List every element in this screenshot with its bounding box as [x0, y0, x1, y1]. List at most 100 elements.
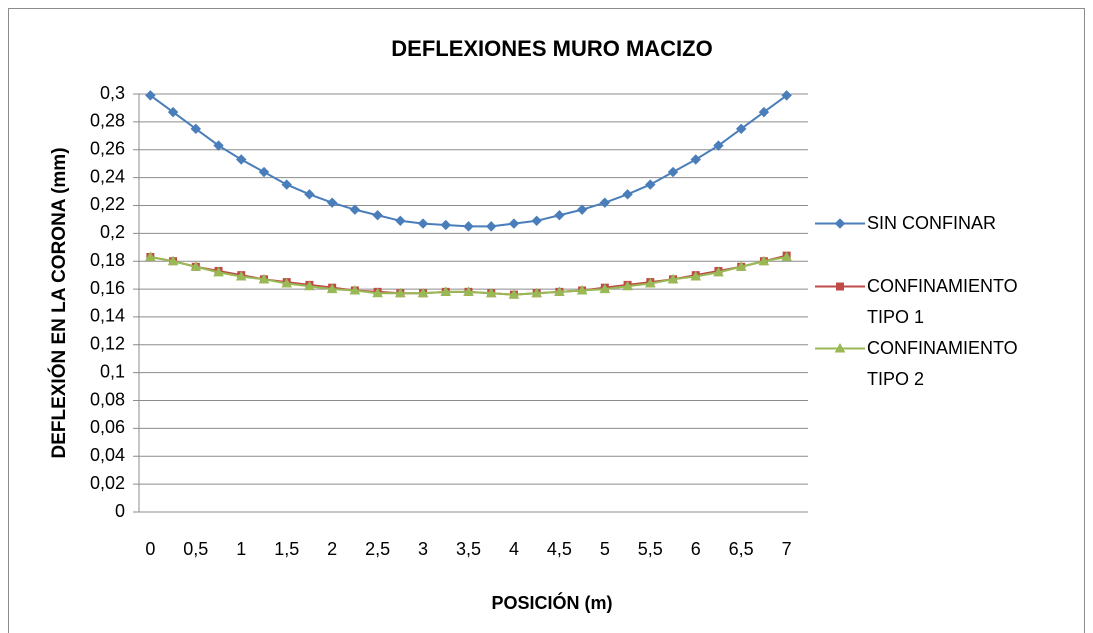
marker — [145, 90, 156, 101]
x-tick-label: 1,5 — [274, 539, 299, 559]
marker — [622, 189, 633, 200]
marker — [690, 154, 701, 165]
y-tick-label: 0,3 — [100, 83, 125, 103]
marker — [622, 280, 633, 291]
marker — [834, 342, 846, 353]
marker — [417, 287, 429, 298]
marker — [440, 219, 451, 231]
y-tick-label: 0,14 — [90, 306, 125, 326]
chart-frame — [8, 8, 1085, 633]
marker — [145, 251, 156, 262]
x-tick-label: 0,5 — [183, 539, 208, 559]
x-tick-label: 5 — [600, 539, 610, 559]
marker — [667, 166, 679, 178]
marker — [235, 271, 247, 281]
x-tick-label: 7 — [782, 539, 792, 559]
marker — [304, 189, 315, 200]
legend-symbol — [815, 342, 865, 353]
marker — [395, 215, 406, 227]
marker — [304, 280, 315, 291]
y-tick-label: 0,02 — [90, 473, 125, 493]
marker — [167, 106, 179, 118]
x-tick-label: 2,5 — [365, 539, 390, 559]
series-line — [149, 94, 788, 228]
x-tick-label: 5,5 — [638, 539, 663, 559]
legend-item: CONFINAMIENTO TIPO 1 — [815, 271, 1075, 333]
marker — [236, 154, 247, 165]
marker — [781, 90, 792, 101]
marker — [349, 204, 361, 215]
y-axis-label: DEFLEXIÓN EN LA CORONA (mm) — [48, 147, 70, 458]
marker — [417, 218, 429, 229]
marker — [508, 289, 520, 299]
x-tick-label: 6 — [691, 539, 701, 559]
x-tick-label: 1 — [236, 539, 246, 559]
x-tick-label: 2 — [327, 539, 337, 559]
marker — [645, 179, 656, 190]
x-tick-label: 0 — [145, 539, 155, 559]
marker — [690, 271, 702, 281]
marker — [644, 277, 656, 288]
marker — [372, 210, 383, 221]
marker — [554, 210, 565, 221]
legend-symbol — [815, 218, 865, 229]
marker — [834, 218, 846, 229]
legend-label: CONFINAMIENTO TIPO 1 — [867, 276, 1018, 327]
y-tick-label: 0,24 — [90, 166, 125, 186]
marker — [258, 166, 270, 178]
marker — [326, 197, 338, 208]
marker — [258, 273, 270, 284]
x-tick-label: 3,5 — [456, 539, 481, 559]
chart-title: DEFLEXIONES MURO MACIZO — [391, 36, 712, 61]
marker — [599, 283, 611, 294]
legend: SIN CONFINAR CONFINAMIENTO TIPO 1 CONFINAM… — [815, 208, 1075, 395]
marker — [372, 287, 383, 298]
marker — [486, 221, 497, 232]
marker — [190, 123, 202, 135]
marker — [735, 123, 747, 135]
marker — [554, 286, 565, 296]
y-tick-label: 0,04 — [90, 445, 125, 465]
marker — [667, 273, 679, 284]
y-tick-label: 0,28 — [90, 111, 125, 131]
legend-symbol — [815, 282, 865, 291]
y-tick-label: 0,18 — [90, 250, 125, 270]
y-tick-label: 0,16 — [90, 278, 125, 298]
marker — [599, 197, 611, 208]
y-tick-label: 0,1 — [100, 361, 125, 381]
marker — [213, 266, 224, 277]
legend-label: SIN CONFINAR — [867, 213, 997, 233]
marker — [576, 284, 588, 295]
marker — [167, 255, 179, 266]
marker — [531, 287, 543, 298]
marker — [713, 140, 724, 151]
marker — [440, 286, 452, 296]
legend-item: CONFINAMIENTO TIPO 2 — [815, 333, 1075, 395]
y-tick-label: 0,2 — [100, 222, 125, 242]
marker — [531, 215, 542, 227]
marker — [576, 204, 588, 215]
marker — [281, 179, 292, 190]
legend-item: SIN CONFINAR — [815, 208, 1075, 239]
y-tick-label: 0 — [115, 501, 125, 521]
marker — [836, 282, 844, 291]
marker — [781, 251, 792, 262]
marker — [735, 261, 747, 271]
marker — [463, 221, 474, 232]
legend-label: CONFINAMIENTO TIPO 2 — [867, 338, 1018, 389]
marker — [213, 140, 224, 151]
y-tick-label: 0,22 — [90, 194, 125, 214]
y-tick-label: 0,08 — [90, 389, 125, 409]
x-axis-label: POSICIÓN (m) — [491, 592, 612, 613]
marker — [758, 255, 770, 266]
marker — [394, 287, 406, 298]
x-tick-label: 4 — [509, 539, 519, 559]
marker — [349, 284, 361, 295]
y-tick-label: 0,12 — [90, 334, 125, 354]
marker — [463, 286, 474, 296]
marker — [508, 218, 520, 229]
marker — [281, 277, 293, 288]
marker — [326, 283, 338, 294]
